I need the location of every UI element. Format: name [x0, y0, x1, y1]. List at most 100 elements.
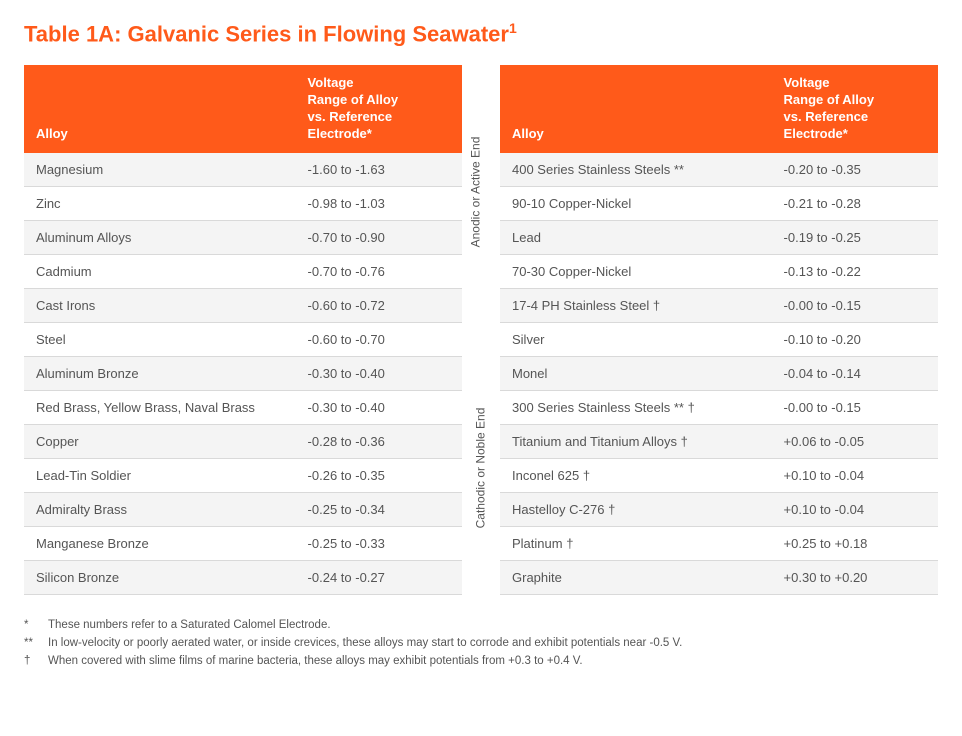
hv3b: vs. Reference — [784, 109, 869, 124]
cell-alloy: Copper — [24, 424, 296, 458]
cell-alloy: Red Brass, Yellow Brass, Naval Brass — [24, 390, 296, 424]
header-voltage: Voltage Range of Alloy vs. Reference Ele… — [772, 65, 938, 153]
axis-labels: Anodic or Active End Cathodic or Noble E… — [472, 65, 490, 595]
cell-alloy: Cadmium — [24, 254, 296, 288]
table-row: Zinc-0.98 to -1.03 — [24, 186, 462, 220]
anodic-label: Anodic or Active End — [468, 137, 482, 248]
table-row: Aluminum Bronze-0.30 to -0.40 — [24, 356, 462, 390]
cell-alloy: 300 Series Stainless Steels ** † — [500, 390, 772, 424]
table-row: 400 Series Stainless Steels **-0.20 to -… — [500, 153, 938, 187]
cell-alloy: Cast Irons — [24, 288, 296, 322]
hv4: Electrode* — [308, 126, 372, 141]
hv1b: Voltage — [784, 75, 830, 90]
cell-voltage: -0.60 to -0.70 — [296, 322, 462, 356]
cell-voltage: -0.21 to -0.28 — [772, 186, 938, 220]
table-title: Table 1A: Galvanic Series in Flowing Sea… — [24, 20, 938, 47]
cell-alloy: Lead-Tin Soldier — [24, 458, 296, 492]
footnote-symbol: * — [24, 617, 40, 633]
table-row: Copper-0.28 to -0.36 — [24, 424, 462, 458]
tables-container: Alloy Voltage Range of Alloy vs. Referen… — [24, 65, 938, 595]
table-row: Silver-0.10 to -0.20 — [500, 322, 938, 356]
table-row: Graphite+0.30 to +0.20 — [500, 560, 938, 594]
cell-voltage: -0.98 to -1.03 — [296, 186, 462, 220]
cell-voltage: +0.06 to -0.05 — [772, 424, 938, 458]
cell-voltage: -0.19 to -0.25 — [772, 220, 938, 254]
cell-alloy: 400 Series Stainless Steels ** — [500, 153, 772, 187]
cell-alloy: Monel — [500, 356, 772, 390]
hv3: vs. Reference — [308, 109, 393, 124]
hv2b: Range of Alloy — [784, 92, 875, 107]
cell-voltage: -0.10 to -0.20 — [772, 322, 938, 356]
right-table-block: Alloy Voltage Range of Alloy vs. Referen… — [500, 65, 938, 595]
title-sup: 1 — [509, 20, 517, 36]
cell-alloy: Graphite — [500, 560, 772, 594]
header-alloy: Alloy — [500, 65, 772, 153]
table-row: Inconel 625 †+0.10 to -0.04 — [500, 458, 938, 492]
table-row: 90-10 Copper-Nickel-0.21 to -0.28 — [500, 186, 938, 220]
cell-voltage: +0.10 to -0.04 — [772, 458, 938, 492]
footnote-text: In low-velocity or poorly aerated water,… — [48, 635, 682, 651]
cell-voltage: +0.10 to -0.04 — [772, 492, 938, 526]
cell-voltage: +0.30 to +0.20 — [772, 560, 938, 594]
cell-alloy: Inconel 625 † — [500, 458, 772, 492]
table-row: 70-30 Copper-Nickel-0.13 to -0.22 — [500, 254, 938, 288]
cell-voltage: -0.25 to -0.34 — [296, 492, 462, 526]
galvanic-table-right: Alloy Voltage Range of Alloy vs. Referen… — [500, 65, 938, 595]
table-row: Manganese Bronze-0.25 to -0.33 — [24, 526, 462, 560]
table-row: Cast Irons-0.60 to -0.72 — [24, 288, 462, 322]
cell-voltage: -1.60 to -1.63 — [296, 153, 462, 187]
cell-voltage: -0.30 to -0.40 — [296, 390, 462, 424]
cell-alloy: Titanium and Titanium Alloys † — [500, 424, 772, 458]
table-row: Platinum †+0.25 to +0.18 — [500, 526, 938, 560]
cell-alloy: Zinc — [24, 186, 296, 220]
cell-voltage: -0.70 to -0.76 — [296, 254, 462, 288]
header-voltage: Voltage Range of Alloy vs. Reference Ele… — [296, 65, 462, 153]
footnote-text: When covered with slime films of marine … — [48, 653, 583, 669]
header-alloy: Alloy — [24, 65, 296, 153]
footnote: ** In low-velocity or poorly aerated wate… — [24, 635, 938, 651]
table-row: Admiralty Brass-0.25 to -0.34 — [24, 492, 462, 526]
table-row: Hastelloy C-276 †+0.10 to -0.04 — [500, 492, 938, 526]
cell-alloy: Silicon Bronze — [24, 560, 296, 594]
cell-alloy: 70-30 Copper-Nickel — [500, 254, 772, 288]
cell-alloy: Hastelloy C-276 † — [500, 492, 772, 526]
table-row: Monel-0.04 to -0.14 — [500, 356, 938, 390]
table-row: Red Brass, Yellow Brass, Naval Brass-0.3… — [24, 390, 462, 424]
cell-alloy: Admiralty Brass — [24, 492, 296, 526]
cell-alloy: Manganese Bronze — [24, 526, 296, 560]
cell-alloy: Aluminum Alloys — [24, 220, 296, 254]
table-row: Lead-0.19 to -0.25 — [500, 220, 938, 254]
cell-voltage: -0.00 to -0.15 — [772, 390, 938, 424]
cell-alloy: 17-4 PH Stainless Steel † — [500, 288, 772, 322]
cell-voltage: -0.04 to -0.14 — [772, 356, 938, 390]
cell-alloy: Silver — [500, 322, 772, 356]
cell-alloy: Lead — [500, 220, 772, 254]
table-row: Cadmium-0.70 to -0.76 — [24, 254, 462, 288]
cathodic-label: Cathodic or Noble End — [473, 408, 487, 529]
table-row: 17-4 PH Stainless Steel †-0.00 to -0.15 — [500, 288, 938, 322]
cell-voltage: -0.24 to -0.27 — [296, 560, 462, 594]
cell-alloy: 90-10 Copper-Nickel — [500, 186, 772, 220]
hv1: Voltage — [308, 75, 354, 90]
table-row: Silicon Bronze-0.24 to -0.27 — [24, 560, 462, 594]
cell-voltage: -0.26 to -0.35 — [296, 458, 462, 492]
cell-alloy: Aluminum Bronze — [24, 356, 296, 390]
cell-alloy: Platinum † — [500, 526, 772, 560]
footnote-text: These numbers refer to a Saturated Calom… — [48, 617, 331, 633]
cell-voltage: -0.13 to -0.22 — [772, 254, 938, 288]
left-table-block: Alloy Voltage Range of Alloy vs. Referen… — [24, 65, 462, 595]
footnotes: * These numbers refer to a Saturated Calo… — [24, 617, 938, 669]
footnote: † When covered with slime films of marine… — [24, 653, 938, 669]
cell-voltage: +0.25 to +0.18 — [772, 526, 938, 560]
cell-voltage: -0.00 to -0.15 — [772, 288, 938, 322]
hv4b: Electrode* — [784, 126, 848, 141]
hv2: Range of Alloy — [308, 92, 399, 107]
table-row: Aluminum Alloys-0.70 to -0.90 — [24, 220, 462, 254]
cell-voltage: -0.20 to -0.35 — [772, 153, 938, 187]
footnote-symbol: † — [24, 653, 40, 669]
table-row: Steel-0.60 to -0.70 — [24, 322, 462, 356]
cell-voltage: -0.28 to -0.36 — [296, 424, 462, 458]
table-row: Lead-Tin Soldier-0.26 to -0.35 — [24, 458, 462, 492]
footnote-symbol: ** — [24, 635, 40, 651]
footnote: * These numbers refer to a Saturated Calo… — [24, 617, 938, 633]
